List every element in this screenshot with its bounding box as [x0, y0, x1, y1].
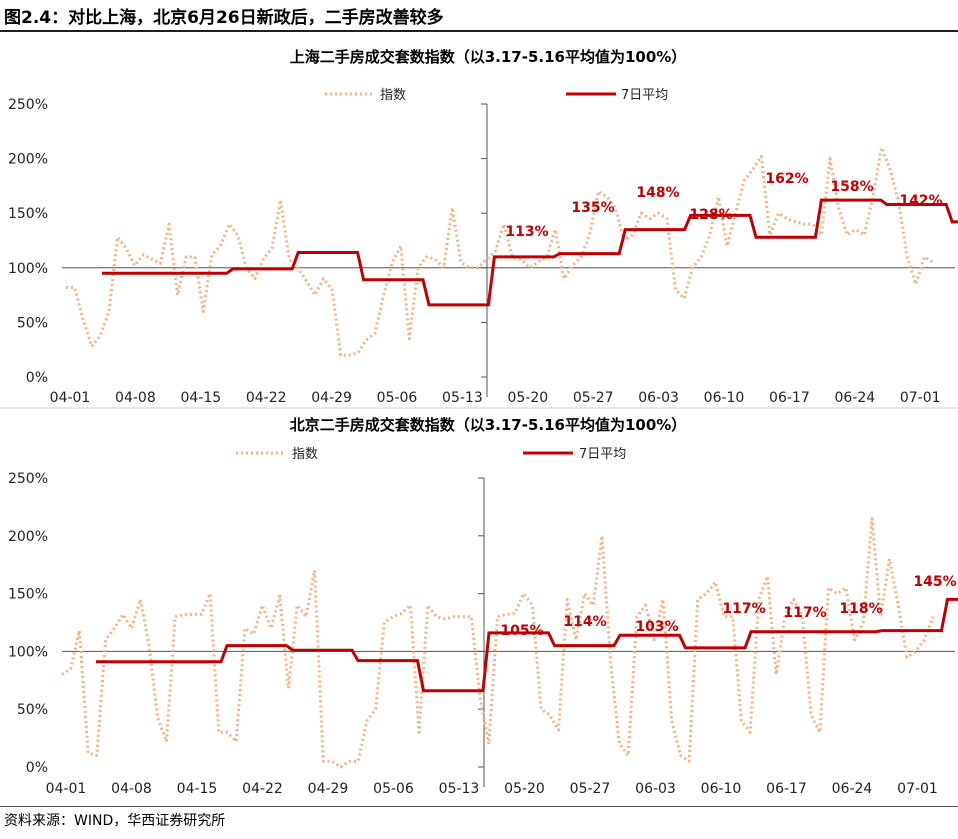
- x-tick-label: 07-01: [900, 390, 941, 406]
- x-tick-label: 04-22: [242, 781, 283, 797]
- data-label: 135%: [571, 200, 614, 216]
- x-tick-label: 06-24: [832, 781, 873, 797]
- x-axis: 04-01 04-08 04-15 04-22 04-29 05-06 05-13 05-20…: [46, 781, 938, 797]
- x-axis: 04-01 04-08 04-15 04-22 04-29 05-06 05-13 05-20…: [50, 390, 941, 406]
- data-label: 158%: [830, 179, 873, 195]
- legend: 指数 7日平均: [325, 88, 668, 103]
- x-tick-label: 07-01: [897, 781, 938, 797]
- data-label: 118%: [839, 601, 882, 617]
- data-label: 128%: [689, 207, 732, 223]
- y-tick-label: 0%: [26, 760, 48, 776]
- source-note: 资料来源：WIND，华西证券研究所: [4, 813, 226, 829]
- y-tick-label: 50%: [17, 315, 48, 331]
- legend-label-avg: 7日平均: [621, 88, 668, 103]
- y-tick-label: 100%: [8, 261, 48, 277]
- data-label: 103%: [635, 619, 678, 635]
- x-tick-label: 05-06: [377, 390, 418, 406]
- legend-label-index: 指数: [380, 88, 406, 103]
- plot-area: 105% 114% 103% 117% 117% 118% 145%: [61, 517, 958, 769]
- x-tick-label: 05-27: [573, 390, 614, 406]
- plot-area: 113% 135% 148% 128% 162% 158% 142%: [62, 146, 958, 357]
- x-tick-label: 04-22: [246, 390, 287, 406]
- legend-label-avg: 7日平均: [579, 447, 626, 462]
- data-label: 145%: [913, 574, 956, 590]
- x-tick-label: 06-03: [638, 390, 679, 406]
- legend: 指数 7日平均: [236, 447, 626, 462]
- figure-title: 图2.4：对比上海，北京6月26日新政后，二手房改善较多: [4, 8, 444, 28]
- source-rule: [0, 806, 958, 807]
- y-tick-label: 250%: [8, 97, 48, 113]
- x-tick-label: 04-01: [46, 781, 87, 797]
- y-axis: 0% 50% 100% 150% 200% 250%: [8, 97, 488, 397]
- x-tick-label: 05-13: [442, 390, 483, 406]
- x-tick-label: 04-15: [180, 390, 221, 406]
- data-label: 117%: [722, 601, 765, 617]
- data-label: 148%: [636, 185, 679, 201]
- y-tick-label: 250%: [8, 471, 48, 487]
- series-avg-line: [102, 198, 958, 307]
- chart-title: 上海二手房成交套数指数（以3.17-5.16平均值为100%）: [290, 48, 687, 66]
- x-tick-label: 04-15: [177, 781, 218, 797]
- x-tick-label: 04-01: [50, 390, 91, 406]
- x-tick-label: 05-20: [504, 781, 545, 797]
- x-tick-label: 04-08: [111, 781, 152, 797]
- legend-label-index: 指数: [292, 447, 318, 462]
- title-rule: [0, 30, 958, 32]
- x-tick-label: 04-29: [311, 390, 352, 406]
- data-label: 105%: [500, 623, 543, 639]
- series-index-line: [61, 517, 935, 769]
- x-tick-label: 05-20: [507, 390, 548, 406]
- data-label: 117%: [783, 605, 826, 621]
- data-label: 162%: [765, 171, 808, 187]
- y-tick-label: 200%: [8, 529, 48, 545]
- chart-beijing: 北京二手房成交套数指数（以3.17-5.16平均值为100%） 指数 7日平均 …: [8, 416, 958, 797]
- x-tick-label: 06-24: [834, 390, 875, 406]
- x-tick-label: 06-17: [766, 781, 807, 797]
- x-tick-label: 06-10: [704, 390, 745, 406]
- x-tick-label: 05-27: [570, 781, 611, 797]
- y-axis: 0% 50% 100% 150% 200% 250%: [8, 471, 485, 787]
- y-tick-label: 50%: [17, 702, 48, 718]
- x-tick-label: 06-17: [769, 390, 810, 406]
- x-tick-label: 04-29: [308, 781, 349, 797]
- x-tick-label: 04-08: [115, 390, 156, 406]
- x-tick-label: 06-03: [635, 781, 676, 797]
- chart-shanghai: 上海二手房成交套数指数（以3.17-5.16平均值为100%） 指数 7日平均 …: [8, 48, 958, 406]
- data-label: 142%: [899, 193, 942, 209]
- data-label: 113%: [505, 224, 548, 240]
- y-tick-label: 100%: [8, 644, 48, 660]
- series-avg-line: [96, 597, 958, 693]
- y-tick-label: 150%: [8, 587, 48, 603]
- y-tick-label: 150%: [8, 206, 48, 222]
- chart-title: 北京二手房成交套数指数（以3.17-5.16平均值为100%）: [290, 416, 687, 434]
- x-tick-label: 05-13: [439, 781, 480, 797]
- x-tick-label: 06-10: [701, 781, 742, 797]
- y-tick-label: 200%: [8, 152, 48, 168]
- y-tick-label: 0%: [26, 370, 48, 386]
- data-label: 114%: [563, 614, 606, 630]
- x-tick-label: 05-06: [373, 781, 414, 797]
